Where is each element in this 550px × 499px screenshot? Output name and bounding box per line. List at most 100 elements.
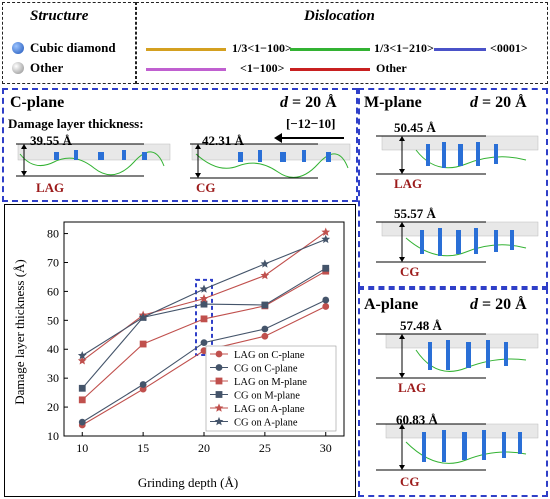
data-point — [261, 301, 269, 309]
data-point — [77, 351, 87, 360]
y-tick-label: 80 — [47, 227, 59, 241]
x-tick-label: 15 — [137, 441, 149, 455]
x-tick-label: 20 — [198, 441, 210, 455]
c-plane-subtitle: Damage layer thickness: — [8, 116, 144, 131]
chart-panel — [4, 204, 356, 497]
data-point — [138, 312, 148, 322]
legend-marker — [215, 391, 223, 398]
dislocation-legend-box — [136, 2, 548, 84]
x-tick-label: 30 — [320, 441, 332, 455]
m-plane-panel — [358, 88, 548, 288]
legend-marker — [214, 416, 224, 426]
a-plane-lag-value: 57.48 Å — [400, 318, 442, 333]
a-plane-lag-label: LAG — [398, 380, 427, 395]
dislocation-item-label: 1/3<1−100> — [232, 41, 292, 55]
m-plane-lag-label: LAG — [394, 176, 423, 191]
c-plane-panel — [2, 88, 358, 202]
data-point — [260, 270, 270, 280]
data-point — [200, 339, 208, 346]
dislocation-line-icon — [290, 48, 370, 51]
legend-marker — [215, 350, 223, 358]
m-plane-lag-simulation — [376, 135, 539, 175]
dislocation-line-icon — [146, 68, 226, 71]
cubic-diamond-marker-icon — [12, 42, 24, 54]
structure-title: Structure — [30, 8, 89, 24]
chart-series-group — [77, 227, 331, 429]
c-plane-d-label: d = 20 Å — [280, 94, 337, 112]
legend-label: LAG on M-plane — [234, 377, 307, 388]
m-plane-d-label: d = 20 Å — [470, 94, 527, 112]
y-tick-label: 50 — [47, 313, 59, 327]
dislocation-line-icon — [434, 48, 486, 51]
data-point — [78, 396, 86, 404]
legend-label: LAG on C-plane — [234, 350, 305, 361]
direction-arrow-icon — [280, 137, 344, 139]
data-point — [322, 264, 330, 272]
dislocation-item-label: <0001> — [490, 41, 528, 55]
legend-label: LAG on A-plane — [234, 404, 305, 415]
m-plane-cg-simulation — [376, 221, 539, 263]
c-plane-lag-value: 39.55 Å — [30, 133, 72, 148]
legend-marker — [214, 403, 224, 412]
dislocation-item-label: <1−100> — [240, 61, 285, 75]
d-symbol: d — [280, 94, 288, 111]
legend-marker — [215, 364, 223, 371]
chart-y-axis-label: Damage layer thickness (Å) — [12, 259, 27, 404]
chart-axes: 10 15 20 25 30 10 20 30 40 50 60 70 80 — [47, 221, 345, 455]
data-point — [199, 294, 209, 303]
damage-thickness-chart: 10 15 20 25 30 10 20 30 40 50 60 70 80 LAG on C-plan… — [12, 221, 345, 490]
highlight-box — [195, 278, 213, 357]
c-plane-lag-simulation — [16, 143, 171, 177]
chart-x-axis-label: Grinding depth (Å) — [138, 475, 238, 490]
dislocation-title: Dislocation — [304, 8, 375, 24]
a-plane-cg-label: CG — [400, 474, 420, 489]
c-plane-cg-value: 42.31 Å — [202, 133, 244, 148]
d-value: = 20 Å — [478, 94, 527, 111]
dislocation-line-icon — [290, 68, 370, 71]
structure-legend-box — [2, 2, 136, 84]
legend-frame — [205, 345, 337, 432]
chart-legend: LAG on C-plane CG on C-plane LAG on M-plan… — [205, 345, 337, 432]
d-value: = 20 Å — [478, 296, 527, 313]
a-plane-panel — [358, 288, 548, 497]
legend-label: CG on C-plane — [234, 364, 298, 375]
a-plane-lag-simulation — [376, 333, 539, 379]
structure-item-label: Cubic diamond — [30, 40, 116, 55]
y-tick-label: 20 — [47, 400, 59, 414]
data-point — [261, 332, 269, 340]
y-tick-label: 60 — [47, 284, 59, 298]
c-plane-direction: [−12−10] — [286, 116, 336, 131]
d-symbol: d — [470, 296, 478, 313]
data-point — [200, 300, 208, 308]
legend-label: CG on M-plane — [234, 391, 300, 402]
y-tick-label: 10 — [47, 429, 59, 443]
legend-label: CG on A-plane — [234, 418, 298, 429]
m-plane-cg-value: 55.57 Å — [394, 206, 436, 221]
a-plane-cg-simulation — [376, 423, 539, 471]
data-point — [261, 325, 269, 333]
data-point — [321, 227, 331, 236]
data-point — [260, 259, 270, 268]
y-tick-label: 70 — [47, 255, 59, 269]
data-point — [199, 284, 209, 293]
y-tick-label: 30 — [47, 371, 59, 385]
x-tick-label: 10 — [76, 441, 88, 455]
data-point — [322, 296, 330, 304]
data-point — [77, 356, 87, 365]
data-point — [78, 418, 86, 426]
a-plane-title: A-plane — [364, 296, 419, 313]
direction-arrowhead-icon — [274, 133, 282, 143]
structure-item-label: Other — [30, 60, 64, 75]
a-plane-d-label: d = 20 Å — [470, 296, 527, 314]
y-tick-label: 40 — [47, 342, 59, 356]
m-plane-lag-value: 50.45 Å — [394, 120, 436, 135]
m-plane-title: M-plane — [364, 94, 422, 111]
c-plane-cg-label: CG — [196, 180, 216, 195]
a-plane-cg-value: 60.83 Å — [396, 412, 438, 427]
d-value: = 20 Å — [288, 94, 337, 111]
dislocation-item-label: 1/3<1−210> — [374, 41, 434, 55]
c-plane-lag-label: LAG — [36, 180, 65, 195]
dislocation-item-label: Other — [376, 61, 407, 75]
data-point — [200, 315, 208, 323]
data-point — [78, 384, 86, 392]
